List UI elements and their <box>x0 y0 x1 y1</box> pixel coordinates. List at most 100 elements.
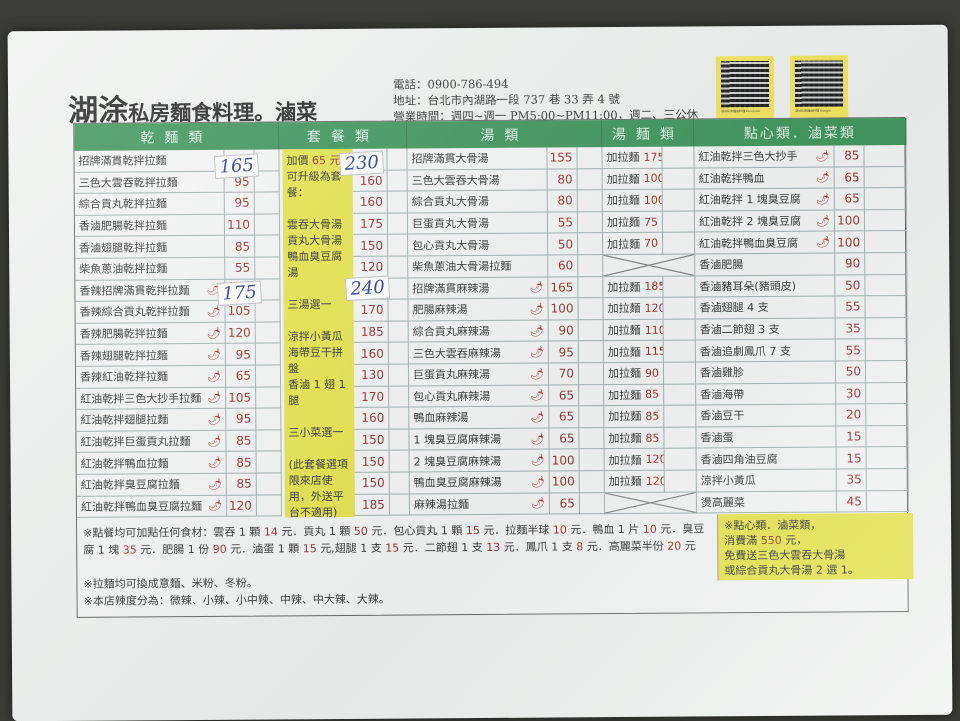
menu-item-name[interactable]: 紅油乾拌鴨血臭豆腐 🌶 <box>695 231 836 255</box>
order-qty-cell[interactable] <box>578 298 604 321</box>
add-noodle-cell[interactable]: 加拉麵 120 <box>604 470 665 493</box>
order-qty-cell[interactable] <box>388 278 409 300</box>
menu-item-name[interactable]: 綜合貢丸乾拌拉麵 <box>74 192 225 216</box>
order-qty-cell[interactable] <box>578 363 605 385</box>
order-qty-cell[interactable] <box>864 188 907 211</box>
menu-item-name[interactable]: 香滷肥腸 <box>695 253 836 277</box>
order-qty-cell[interactable] <box>389 450 410 473</box>
menu-item-name[interactable]: 紅油乾拌鴨血 🌶 <box>694 167 835 190</box>
menu-item-name[interactable]: 紅油乾拌三色大抄手拉麵 🌶 <box>76 387 227 411</box>
order-qty-cell[interactable] <box>662 211 696 234</box>
menu-item-name[interactable]: 香滷肥腸乾拌拉麵 <box>74 214 226 238</box>
menu-item-name[interactable]: 綜合貢丸麻辣湯 🌶 <box>408 320 549 343</box>
menu-item-name[interactable]: 麻辣湯拉麵 🌶 <box>409 493 550 516</box>
order-qty-cell[interactable] <box>866 382 909 405</box>
add-noodle-cell[interactable]: 加拉麵 85 <box>604 427 665 450</box>
menu-item-name[interactable]: 紅油乾拌臭豆腐拉麵 🌶 <box>76 473 227 497</box>
menu-item-name[interactable]: 包心貢丸麻辣湯 🌶 <box>409 385 550 408</box>
order-qty-cell[interactable] <box>865 339 908 362</box>
facebook-qr-code[interactable]: 湖涂私房麵食料理 Facebook <box>715 55 775 121</box>
order-qty-cell[interactable] <box>866 447 909 470</box>
order-qty-cell[interactable] <box>388 364 410 387</box>
order-qty-cell[interactable] <box>577 190 603 213</box>
menu-item-name[interactable]: 鴨血麻辣湯 🌶 <box>409 406 550 430</box>
menu-item-name[interactable]: 柴魚蔥油乾拌拉麵 <box>75 257 226 281</box>
order-qty-cell[interactable] <box>254 214 281 236</box>
add-noodle-cell[interactable]: 加拉麵 120 <box>603 297 664 320</box>
order-qty-cell[interactable] <box>256 386 282 409</box>
menu-item-name[interactable]: 包心貢丸大骨湯 <box>408 233 549 257</box>
menu-item-name[interactable]: 招牌滿貫大骨湯 <box>407 147 548 171</box>
order-qty-cell[interactable] <box>664 470 697 493</box>
order-qty-cell[interactable] <box>256 494 282 517</box>
menu-item-name[interactable]: 香滷蛋 <box>696 426 837 449</box>
order-qty-cell[interactable] <box>664 384 697 406</box>
order-qty-cell[interactable] <box>579 427 605 450</box>
order-qty-cell[interactable] <box>663 362 697 385</box>
order-qty-cell[interactable] <box>578 341 604 364</box>
menu-item-name[interactable]: 柴魚蔥油大骨湯拉麵 <box>408 255 549 279</box>
order-qty-cell[interactable] <box>865 296 908 319</box>
order-qty-cell[interactable] <box>864 166 907 189</box>
order-qty-cell[interactable] <box>664 405 697 428</box>
order-qty-cell[interactable] <box>865 274 908 297</box>
order-qty-cell[interactable] <box>256 430 282 452</box>
order-qty-cell[interactable] <box>866 490 909 513</box>
order-qty-cell[interactable] <box>389 472 410 495</box>
order-qty-cell[interactable] <box>577 211 604 234</box>
menu-item-name[interactable]: 三色大雲吞麻辣湯 🌶 <box>408 341 549 365</box>
order-qty-cell[interactable] <box>865 231 908 254</box>
order-qty-cell[interactable] <box>389 407 410 430</box>
order-qty-cell[interactable] <box>579 406 605 429</box>
menu-item-name[interactable]: 鴨血臭豆腐麻辣湯 🌶 <box>409 471 550 495</box>
order-qty-cell[interactable] <box>255 365 282 388</box>
order-qty-cell[interactable] <box>865 361 909 383</box>
order-qty-cell[interactable] <box>579 492 605 515</box>
menu-item-name[interactable]: 香滷二節翅 3 支 <box>695 318 836 341</box>
order-qty-cell[interactable] <box>662 168 695 190</box>
menu-item-name[interactable]: 紅油乾拌巨蛋貢丸拉麵 🌶 <box>76 430 227 454</box>
menu-item-name[interactable]: 紅油乾拌鴨血拉麵 🌶 <box>76 452 227 475</box>
menu-item-name[interactable]: 招牌滿貫麻辣湯 🌶 <box>408 277 549 300</box>
order-qty-cell[interactable] <box>388 299 409 322</box>
add-noodle-cell[interactable]: 加拉麵 85 <box>604 405 665 428</box>
order-qty-cell[interactable] <box>389 494 410 516</box>
order-qty-cell[interactable] <box>387 148 408 171</box>
order-qty-cell[interactable] <box>865 253 908 275</box>
order-qty-cell[interactable] <box>388 234 409 257</box>
order-qty-cell[interactable] <box>389 429 410 452</box>
menu-item-name[interactable]: 肥腸麻辣湯 🌶 <box>408 298 549 322</box>
menu-item-name[interactable]: 2 塊臭豆腐麻辣湯 🌶 <box>409 449 550 473</box>
order-qty-cell[interactable] <box>388 256 409 279</box>
order-qty-cell[interactable] <box>866 425 909 448</box>
menu-item-name[interactable]: 紅油乾拌翅腿拉麵 🌶 <box>76 408 227 432</box>
order-qty-cell[interactable] <box>664 448 697 471</box>
menu-item-name[interactable]: 香滷海帶 <box>696 383 837 406</box>
order-qty-cell[interactable] <box>255 235 281 258</box>
order-qty-cell[interactable] <box>256 473 282 496</box>
order-qty-cell[interactable] <box>578 233 604 256</box>
order-qty-cell[interactable] <box>579 471 605 493</box>
menu-item-name[interactable]: 香辣翅腿乾拌拉麵 🌶 <box>75 344 226 367</box>
order-qty-cell[interactable] <box>254 192 280 215</box>
order-qty-cell[interactable] <box>662 189 695 212</box>
order-qty-cell[interactable] <box>864 209 908 232</box>
order-qty-cell[interactable] <box>578 276 604 299</box>
menu-item-name[interactable]: 香辣肥腸乾拌拉麵 🌶 <box>75 322 226 346</box>
order-qty-cell[interactable] <box>255 343 281 366</box>
order-qty-cell[interactable] <box>663 340 696 363</box>
add-noodle-cell[interactable]: 加拉麵 115 <box>603 341 664 364</box>
order-qty-cell[interactable] <box>577 147 603 169</box>
order-qty-cell[interactable] <box>579 384 605 407</box>
google-qr-code[interactable]: 湖涂私房麵食料理 Google <box>789 55 849 120</box>
menu-item-name[interactable]: 紅油乾拌三色大抄手 🌶 <box>694 145 835 169</box>
order-qty-cell[interactable] <box>387 191 408 214</box>
add-noodle-cell[interactable]: 加拉麵 85 <box>604 384 665 407</box>
menu-item-name[interactable]: 燙高麗菜 <box>696 491 837 514</box>
menu-item-name[interactable]: 香滷雞胗 <box>695 361 837 385</box>
order-qty-cell[interactable] <box>255 322 281 344</box>
menu-item-name[interactable]: 巨蛋貢丸麻辣湯 🌶 <box>408 363 550 387</box>
add-noodle-cell[interactable]: 加拉麵 110 <box>603 319 664 342</box>
menu-item-name[interactable]: 涼拌小黃瓜 <box>696 469 837 493</box>
menu-item-name[interactable]: 香滷翅腿乾拌拉麵 <box>75 236 226 259</box>
